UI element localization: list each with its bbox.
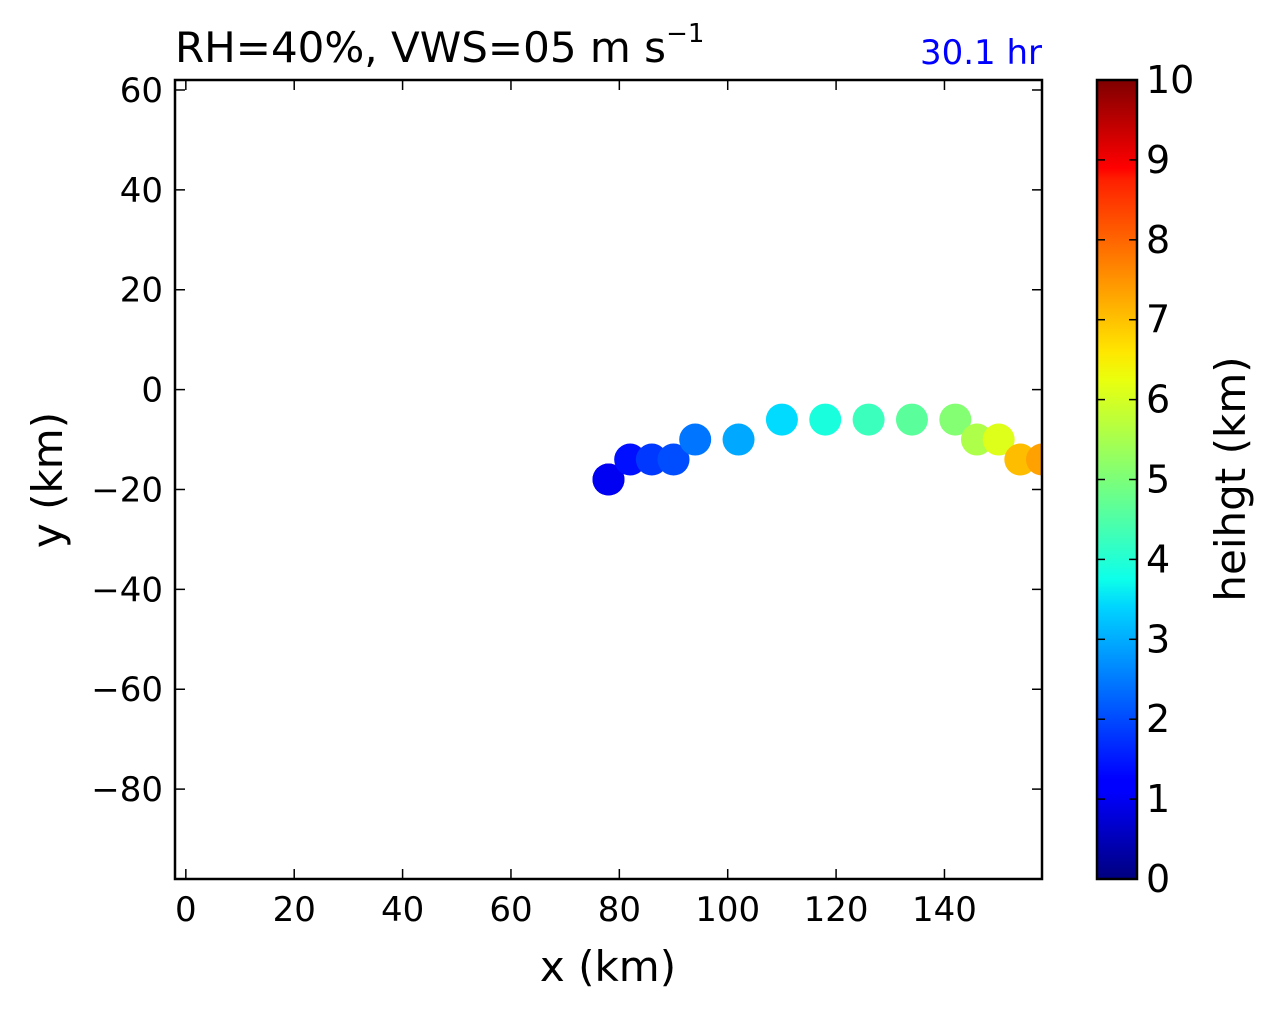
chart-title-superscript: −1 bbox=[666, 19, 704, 49]
x-axis-ticks: 0 20 40 60 80 100 120 140 bbox=[175, 80, 977, 930]
y-tick-label: −20 bbox=[91, 470, 163, 510]
trajectory-point-7 bbox=[765, 403, 798, 436]
trajectory-point-10 bbox=[895, 403, 928, 436]
x-tick-label: 60 bbox=[489, 890, 532, 930]
colorbar-label: heihgt (km) bbox=[1206, 356, 1255, 601]
y-tick-label: −60 bbox=[91, 670, 163, 710]
chart-title: RH=40%, VWS=05 m s−1 bbox=[175, 19, 704, 72]
x-tick-label: 0 bbox=[175, 890, 197, 930]
trajectory-point-11 bbox=[939, 403, 972, 436]
colorbar-tick-label: 0 bbox=[1146, 857, 1170, 901]
plot-frame bbox=[173, 78, 1044, 881]
colorbar: 0 1 2 3 4 5 6 7 8 9 10 heihgt (km) bbox=[1095, 58, 1255, 901]
colorbar-tick-label: 9 bbox=[1146, 138, 1170, 182]
x-tick-label: 20 bbox=[273, 890, 316, 930]
x-tick-label: 100 bbox=[695, 890, 760, 930]
y-tick-label: 20 bbox=[120, 271, 163, 311]
trajectory-point-5 bbox=[679, 423, 712, 456]
colorbar-tick-label: 10 bbox=[1146, 58, 1194, 102]
colorbar-tick-label: 7 bbox=[1146, 298, 1170, 342]
y-axis-label: y (km) bbox=[23, 412, 72, 548]
trajectory-points bbox=[592, 403, 1042, 496]
trajectory-point-13 bbox=[982, 423, 1015, 456]
x-tick-label: 80 bbox=[598, 890, 641, 930]
trajectory-point-4 bbox=[657, 443, 690, 476]
x-tick-label: 120 bbox=[804, 890, 869, 930]
trajectory-point-15 bbox=[1026, 443, 1042, 476]
x-axis-label: x (km) bbox=[540, 942, 676, 991]
trajectory-point-6 bbox=[722, 423, 755, 456]
y-tick-label: 0 bbox=[141, 371, 163, 411]
trajectory-point-9 bbox=[852, 403, 885, 436]
y-tick-label: −40 bbox=[91, 570, 163, 610]
colorbar-tick-label: 4 bbox=[1146, 537, 1170, 581]
colorbar-ticks: 0 1 2 3 4 5 6 7 8 9 10 bbox=[1097, 58, 1194, 901]
colorbar-tick-label: 8 bbox=[1146, 218, 1170, 262]
trajectory-point-1 bbox=[592, 463, 625, 496]
colorbar-tick-label: 2 bbox=[1146, 697, 1170, 741]
colorbar-tick-label: 6 bbox=[1146, 378, 1170, 422]
x-tick-label: 40 bbox=[381, 890, 424, 930]
y-tick-label: 60 bbox=[120, 71, 163, 111]
y-tick-label: 40 bbox=[120, 171, 163, 211]
elapsed-time-label: 30.1 hr bbox=[920, 33, 1042, 73]
colorbar-tick-label: 1 bbox=[1146, 777, 1170, 821]
y-tick-label: −80 bbox=[91, 770, 163, 810]
colorbar-tick-label: 3 bbox=[1146, 617, 1170, 661]
x-tick-label: 140 bbox=[912, 890, 977, 930]
trajectory-point-8 bbox=[809, 403, 842, 436]
y-axis-ticks: 60 40 20 0 −20 −40 −60 −80 bbox=[91, 71, 1042, 810]
chart-title-main: RH=40%, VWS=05 m s bbox=[175, 23, 666, 72]
colorbar-tick-label: 5 bbox=[1146, 458, 1170, 502]
